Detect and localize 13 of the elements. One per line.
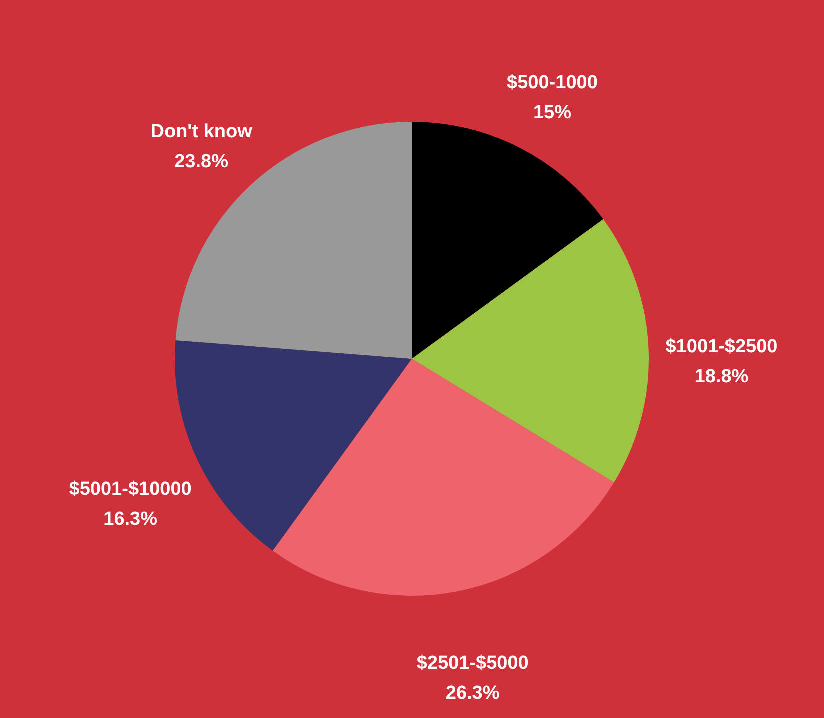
slice-label: $2501-$5000: [416, 652, 529, 674]
slice-label: $5001-$10000: [69, 478, 192, 500]
slice-label: $500-1000: [507, 72, 598, 94]
data-label: 26.3%: [446, 682, 500, 704]
data-label: 15%: [533, 102, 572, 124]
pie-slice: [272, 359, 614, 596]
data-label: 23.8%: [174, 151, 229, 172]
pie-slice: [412, 122, 604, 359]
data-label: 16.3%: [104, 508, 158, 530]
pie-slice: [412, 219, 649, 483]
data-label: 18.8%: [694, 366, 749, 388]
slice-label: $1001-$2500: [666, 336, 778, 358]
slice-label: Don't know: [150, 121, 253, 142]
